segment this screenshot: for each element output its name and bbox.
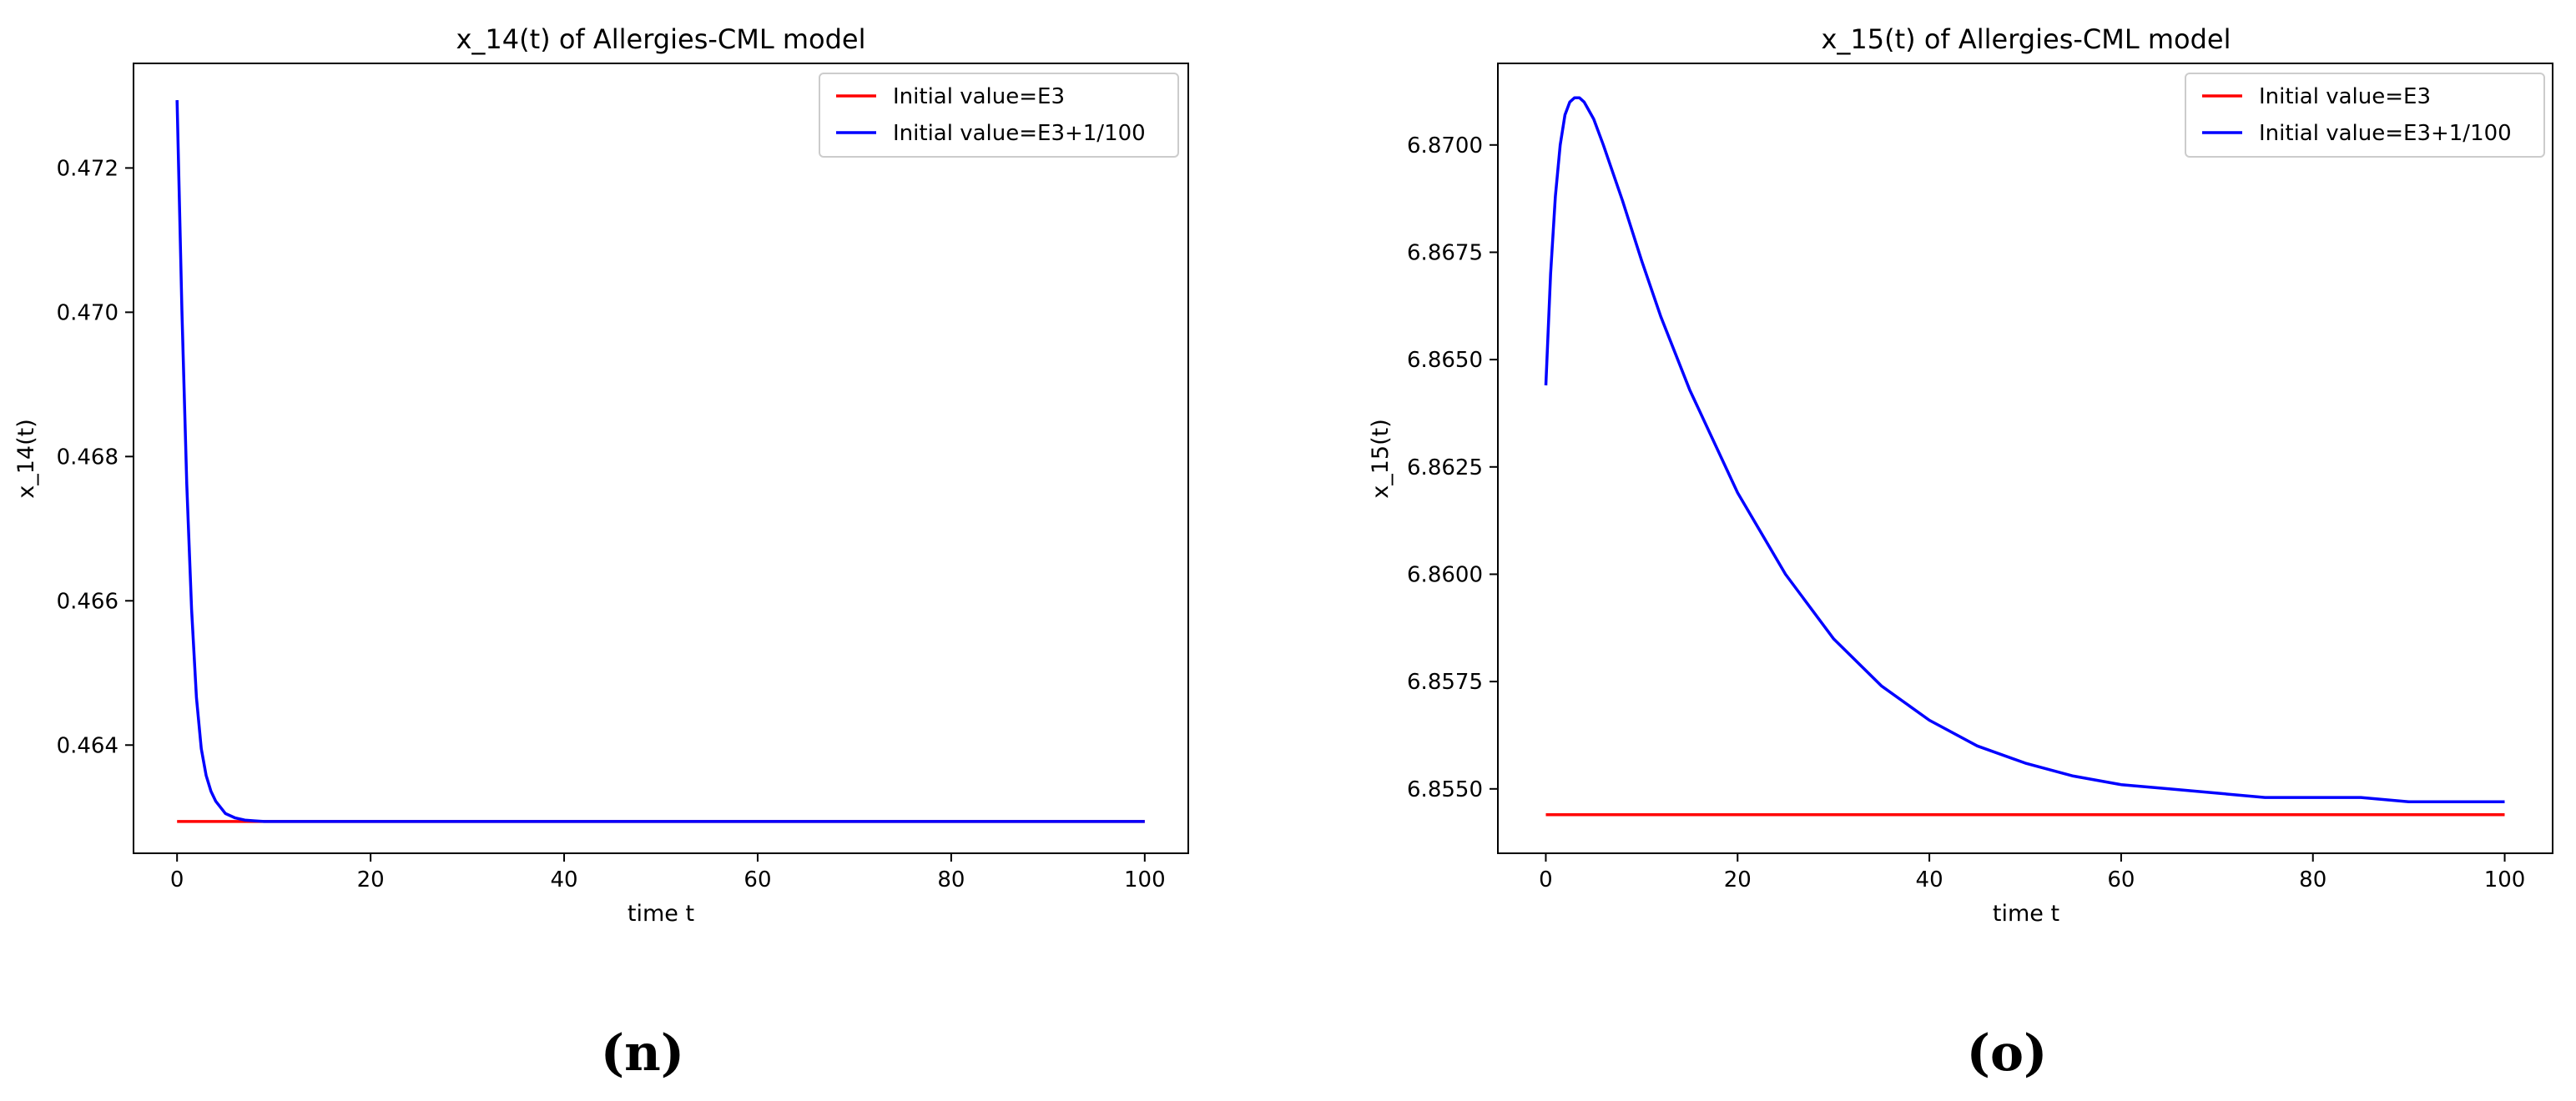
x-tick-label: 60 [744,867,771,892]
panel-label: (n) [601,1024,684,1083]
series-lines [175,100,1145,823]
x-tick-label: 60 [2107,867,2135,892]
y-tick-label: 6.8675 [1407,240,1483,265]
series-lines [1544,96,2505,817]
x-tick-label: 100 [1124,867,1166,892]
y-tick-label: 0.468 [57,445,118,470]
x-tick-label: 20 [357,867,385,892]
axis-ticks: 0 20 40 60 80 100 0.464 0.466 0.468 0.470 0.472 [57,156,1166,892]
x-tick-label: 40 [550,867,577,892]
legend-label: Initial value=E3+1/100 [893,121,1146,146]
legend-box [2185,73,2545,158]
x-tick-label: 0 [170,867,184,892]
legend: Initial value=E3 Initial value=E3+1/100 [819,73,1179,158]
chart-title: x_15(t) of Allergies-CML model [1821,23,2231,55]
y-tick-label: 6.8600 [1407,562,1483,587]
plot-area [133,63,1189,854]
y-tick-label: 0.470 [57,300,118,325]
x-axis-title: time t [628,901,694,927]
y-tick-label: 0.466 [57,589,118,614]
chart-x15: x_15(t) of Allergies-CML model 0 20 40 60 80… [1368,23,2553,1083]
y-tick-label: 6.8650 [1407,348,1483,373]
legend: Initial value=E3 Initial value=E3+1/100 [2185,73,2545,158]
y-axis-title: x_14(t) [13,419,39,499]
y-tick-label: 6.8575 [1407,670,1483,695]
y-tick-label: 0.472 [57,156,118,181]
y-tick-label: 6.8625 [1407,455,1483,480]
x-tick-label: 100 [2484,867,2526,892]
y-tick-label: 6.8700 [1407,133,1483,158]
panel-label: (o) [1967,1024,2048,1083]
legend-label: Initial value=E3 [2259,84,2431,109]
x-tick-label: 80 [2299,867,2326,892]
legend-label: Initial value=E3+1/100 [2259,121,2512,146]
x-axis-title: time t [1993,901,2059,927]
legend-label: Initial value=E3 [893,84,1065,109]
x-tick-label: 40 [1916,867,1943,892]
legend-box [819,73,1179,158]
series-line-e3-plus [1544,96,2505,803]
x-tick-label: 80 [937,867,965,892]
chart-x14: x_14(t) of Allergies-CML model 0 20 40 60 80… [13,23,1189,1083]
chart-title: x_14(t) of Allergies-CML model [456,23,865,55]
plot-area [1497,63,2553,854]
y-tick-label: 0.464 [57,733,118,758]
y-axis-title: x_15(t) [1368,419,1394,499]
x-tick-label: 20 [1724,867,1752,892]
x-tick-label: 0 [1539,867,1553,892]
series-line-e3-plus [175,100,1145,823]
axis-ticks: 0 20 40 60 80 100 6.8550 6.8575 6.8600 6.8625 6.86… [1407,133,2525,892]
y-tick-label: 6.8550 [1407,777,1483,802]
